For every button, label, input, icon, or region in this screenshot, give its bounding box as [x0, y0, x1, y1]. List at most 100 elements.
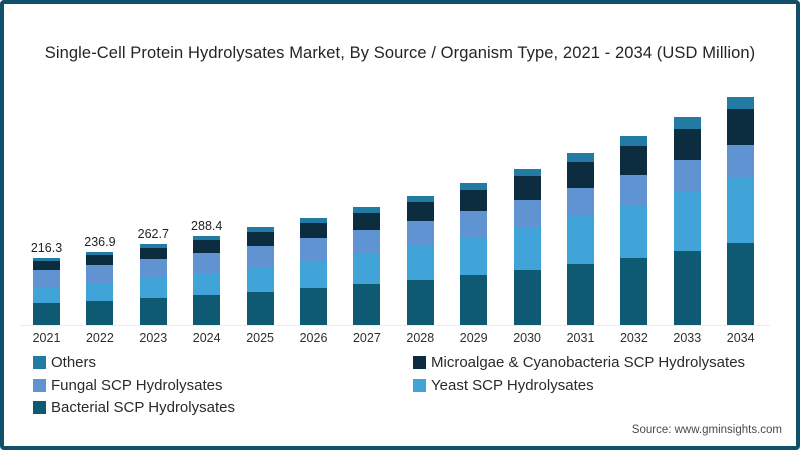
yeast-segment: [33, 287, 60, 304]
microalgae-segment: [193, 240, 221, 253]
yeast-segment: [139, 277, 167, 298]
fungal-segment: [406, 220, 434, 246]
microalgae-segment: [406, 201, 434, 221]
yeast-segment: [513, 227, 541, 271]
x-tick-label: 2028: [406, 331, 435, 345]
legend-label: Fungal SCP Hydrolysates: [51, 376, 223, 394]
bacterial-segment: [300, 288, 327, 325]
source-note: Source: www.gminsights.com: [631, 424, 782, 436]
bacterial-segment: [620, 257, 648, 325]
others-segment: [460, 182, 488, 190]
bacterial-segment: [193, 295, 221, 325]
microalgae-segment: [513, 176, 541, 200]
others-segment: [33, 258, 60, 262]
bacterial-segment: [567, 264, 594, 325]
microalgae-segment: [460, 189, 488, 211]
yeast-segment: [620, 204, 648, 258]
legend-label: Bacterial SCP Hydrolysates: [51, 399, 235, 416]
yeast-segment: [460, 236, 488, 276]
fungal-segment: [246, 245, 274, 267]
microalgae-segment: [33, 261, 60, 271]
bacterial-segment: [139, 297, 167, 325]
others-segment: [86, 252, 114, 256]
others-segment: [727, 96, 755, 110]
microalgae-segment: [139, 247, 167, 260]
others-swatch-icon: [33, 356, 46, 369]
bacterial-segment: [673, 250, 701, 325]
others-segment: [300, 217, 327, 223]
fungal-segment: [620, 174, 648, 205]
fungal-segment: [673, 160, 701, 192]
fungal-segment: [567, 187, 594, 217]
fungal-segment: [513, 199, 541, 228]
others-segment: [673, 117, 701, 129]
x-tick-label: 2034: [726, 331, 755, 345]
others-segment: [139, 244, 167, 248]
fungal-segment: [300, 238, 327, 261]
bacterial-swatch-icon: [33, 401, 46, 414]
yeast-segment: [406, 245, 434, 281]
others-segment: [513, 168, 541, 177]
fungal-segment: [460, 210, 488, 237]
x-tick-label: 2022: [85, 331, 114, 345]
x-tick-label: 2026: [299, 331, 328, 345]
microalgae-segment: [300, 222, 327, 239]
yeast-segment: [727, 176, 755, 243]
chart-title: Single-Cell Protein Hydrolysates Market,…: [44, 44, 756, 62]
microalgae-segment: [353, 212, 381, 230]
others-segment: [567, 153, 594, 162]
x-axis-line: [20, 325, 770, 326]
microalgae-swatch-icon: [413, 356, 426, 369]
bacterial-segment: [406, 280, 434, 325]
bacterial-segment: [513, 270, 541, 325]
x-tick-label: 2029: [459, 331, 488, 345]
fungal-swatch-icon: [33, 378, 46, 392]
yeast-segment: [246, 267, 274, 292]
bacterial-segment: [353, 284, 381, 325]
fungal-segment: [727, 144, 755, 177]
yeast-segment: [353, 253, 381, 285]
microalgae-segment: [246, 231, 274, 246]
x-tick-label: 2025: [246, 331, 274, 345]
others-segment: [193, 236, 221, 241]
fungal-segment: [33, 270, 60, 288]
microalgae-segment: [727, 109, 755, 145]
fungal-segment: [86, 265, 114, 283]
bar-total-label: 288.4: [191, 219, 223, 234]
x-tick-label: 2033: [673, 331, 702, 345]
legend-label: Microalgae & Cyanobacteria SCP Hydrolysa…: [431, 354, 746, 371]
microalgae-segment: [673, 128, 701, 161]
bacterial-segment: [33, 303, 60, 325]
bar-total-label: 216.3: [30, 241, 63, 256]
x-tick-label: 2021: [32, 331, 61, 345]
fungal-segment: [139, 259, 167, 278]
x-tick-label: 2031: [566, 331, 595, 345]
others-segment: [246, 227, 274, 232]
bacterial-segment: [460, 275, 488, 325]
fungal-segment: [193, 252, 221, 273]
bacterial-segment: [246, 291, 274, 325]
yeast-segment: [567, 216, 594, 265]
x-tick-label: 2030: [513, 331, 541, 345]
yeast-segment: [300, 260, 327, 289]
bar-total-label: 262.7: [137, 227, 169, 242]
x-tick-label: 2024: [192, 331, 221, 345]
legend-label: Yeast SCP Hydrolysates: [431, 376, 594, 394]
microalgae-segment: [620, 146, 648, 175]
others-segment: [353, 207, 381, 213]
bacterial-segment: [86, 300, 114, 325]
yeast-segment: [193, 272, 221, 296]
legend-label: Others: [51, 354, 97, 371]
yeast-segment: [673, 191, 701, 251]
x-tick-label: 2027: [352, 331, 381, 345]
bar-total-label: 236.9: [84, 235, 116, 250]
others-segment: [406, 195, 434, 202]
x-tick-label: 2032: [619, 331, 648, 345]
x-tick-label: 2023: [139, 331, 168, 345]
fungal-segment: [353, 229, 381, 254]
bacterial-segment: [727, 242, 755, 325]
microalgae-segment: [567, 161, 594, 188]
